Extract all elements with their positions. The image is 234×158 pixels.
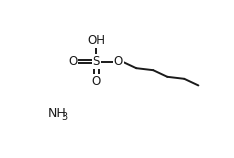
Text: O: O (92, 75, 101, 88)
Text: O: O (113, 55, 123, 68)
Text: NH: NH (48, 107, 66, 120)
Text: OH: OH (87, 34, 105, 47)
Text: 3: 3 (61, 112, 67, 122)
Text: O: O (68, 55, 77, 68)
Text: S: S (93, 55, 100, 68)
